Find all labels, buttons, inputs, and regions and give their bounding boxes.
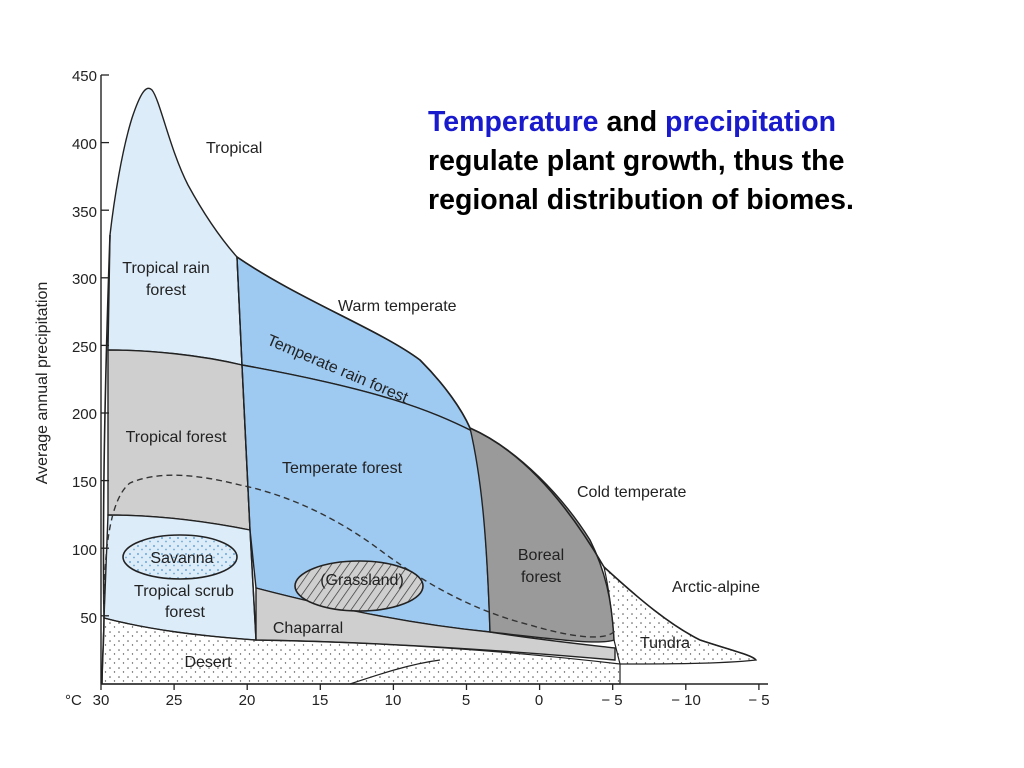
biome-label-boreal-forest: forest — [521, 569, 562, 586]
x-tick-label: 5 — [462, 692, 470, 709]
biome-label-tropical-rain-forest: forest — [146, 282, 187, 299]
zone-label-arctic-alpine: Arctic-alpine — [672, 579, 760, 596]
zone-label-warm-temperate: Warm temperate — [338, 298, 457, 315]
headline-keyword-precipitation: precipitation — [665, 106, 837, 138]
tropical-rain-forest-region — [107, 87, 243, 366]
boreal-forest-region — [469, 426, 615, 643]
y-axis-title: Average annual precipitation — [34, 282, 51, 485]
x-tick-label: 25 — [166, 692, 183, 709]
dashed-envelope-line — [103, 474, 616, 638]
y-tick-label: 50 — [80, 610, 97, 627]
zone-label-tropical: Tropical — [206, 140, 262, 157]
y-tick-label: 150 — [72, 474, 97, 491]
y-tick-label: 400 — [72, 136, 97, 153]
y-tick-label: 250 — [72, 339, 97, 356]
headline-line-1: Temperature and precipitation — [428, 103, 988, 142]
y-tick-label: 450 — [72, 68, 97, 85]
biome-label-tropical-scrub-forest: Tropical scrub — [134, 583, 234, 600]
biome-label-temperate-forest: Temperate forest — [282, 460, 403, 477]
headline-line-3: regional distribution of biomes. — [428, 184, 854, 216]
headline-line-2: regulate plant growth, thus the — [428, 145, 845, 177]
x-tick-label: 0 — [535, 692, 543, 709]
desert-region — [101, 617, 621, 685]
grassland-ellipse — [294, 560, 424, 612]
y-tick-marks — [101, 74, 109, 617]
biome-label-savanna: Savanna — [150, 550, 213, 567]
zone-label-cold-temperate: Cold temperate — [577, 484, 686, 501]
x-tick-label: 15 — [312, 692, 329, 709]
biome-label-grassland: (Grassland) — [320, 572, 404, 589]
biome-label-tropical-forest: Tropical forest — [126, 429, 227, 446]
x-tick-label: 10 — [385, 692, 402, 709]
y-tick-label: 300 — [72, 271, 97, 288]
x-tick-label: − 5 — [601, 692, 622, 709]
y-tick-label: 350 — [72, 204, 97, 221]
boundary-10-degree-lower — [349, 659, 441, 685]
biome-label-tropical-scrub-forest: forest — [165, 604, 206, 621]
savanna-ellipse — [122, 534, 238, 580]
biome-label-tundra: Tundra — [640, 635, 690, 652]
x-tick-label: 30 — [93, 692, 110, 709]
outer-boundary-left — [101, 234, 111, 685]
x-tick-marks — [100, 684, 760, 690]
y-tick-label: 200 — [72, 406, 97, 423]
x-unit-label: °C — [65, 692, 82, 709]
x-tick-label: − 10 — [671, 692, 701, 709]
outer-boundary-right — [236, 256, 757, 661]
biome-label-boreal-forest: Boreal — [518, 547, 564, 564]
boundary-20-degree — [236, 256, 257, 641]
headline-connector: and — [606, 106, 658, 138]
biome-label-desert: Desert — [184, 654, 232, 671]
headline-keyword-temperature: Temperature — [428, 106, 599, 138]
biome-label-chaparral: Chaparral — [273, 620, 343, 637]
x-tick-label: − 5 — [748, 692, 769, 709]
y-tick-label: 100 — [72, 542, 97, 559]
x-tick-label: 20 — [239, 692, 256, 709]
headline-text: Temperature and precipitation regulate p… — [428, 103, 988, 220]
biome-label-tropical-rain-forest: Tropical rain — [122, 260, 209, 277]
